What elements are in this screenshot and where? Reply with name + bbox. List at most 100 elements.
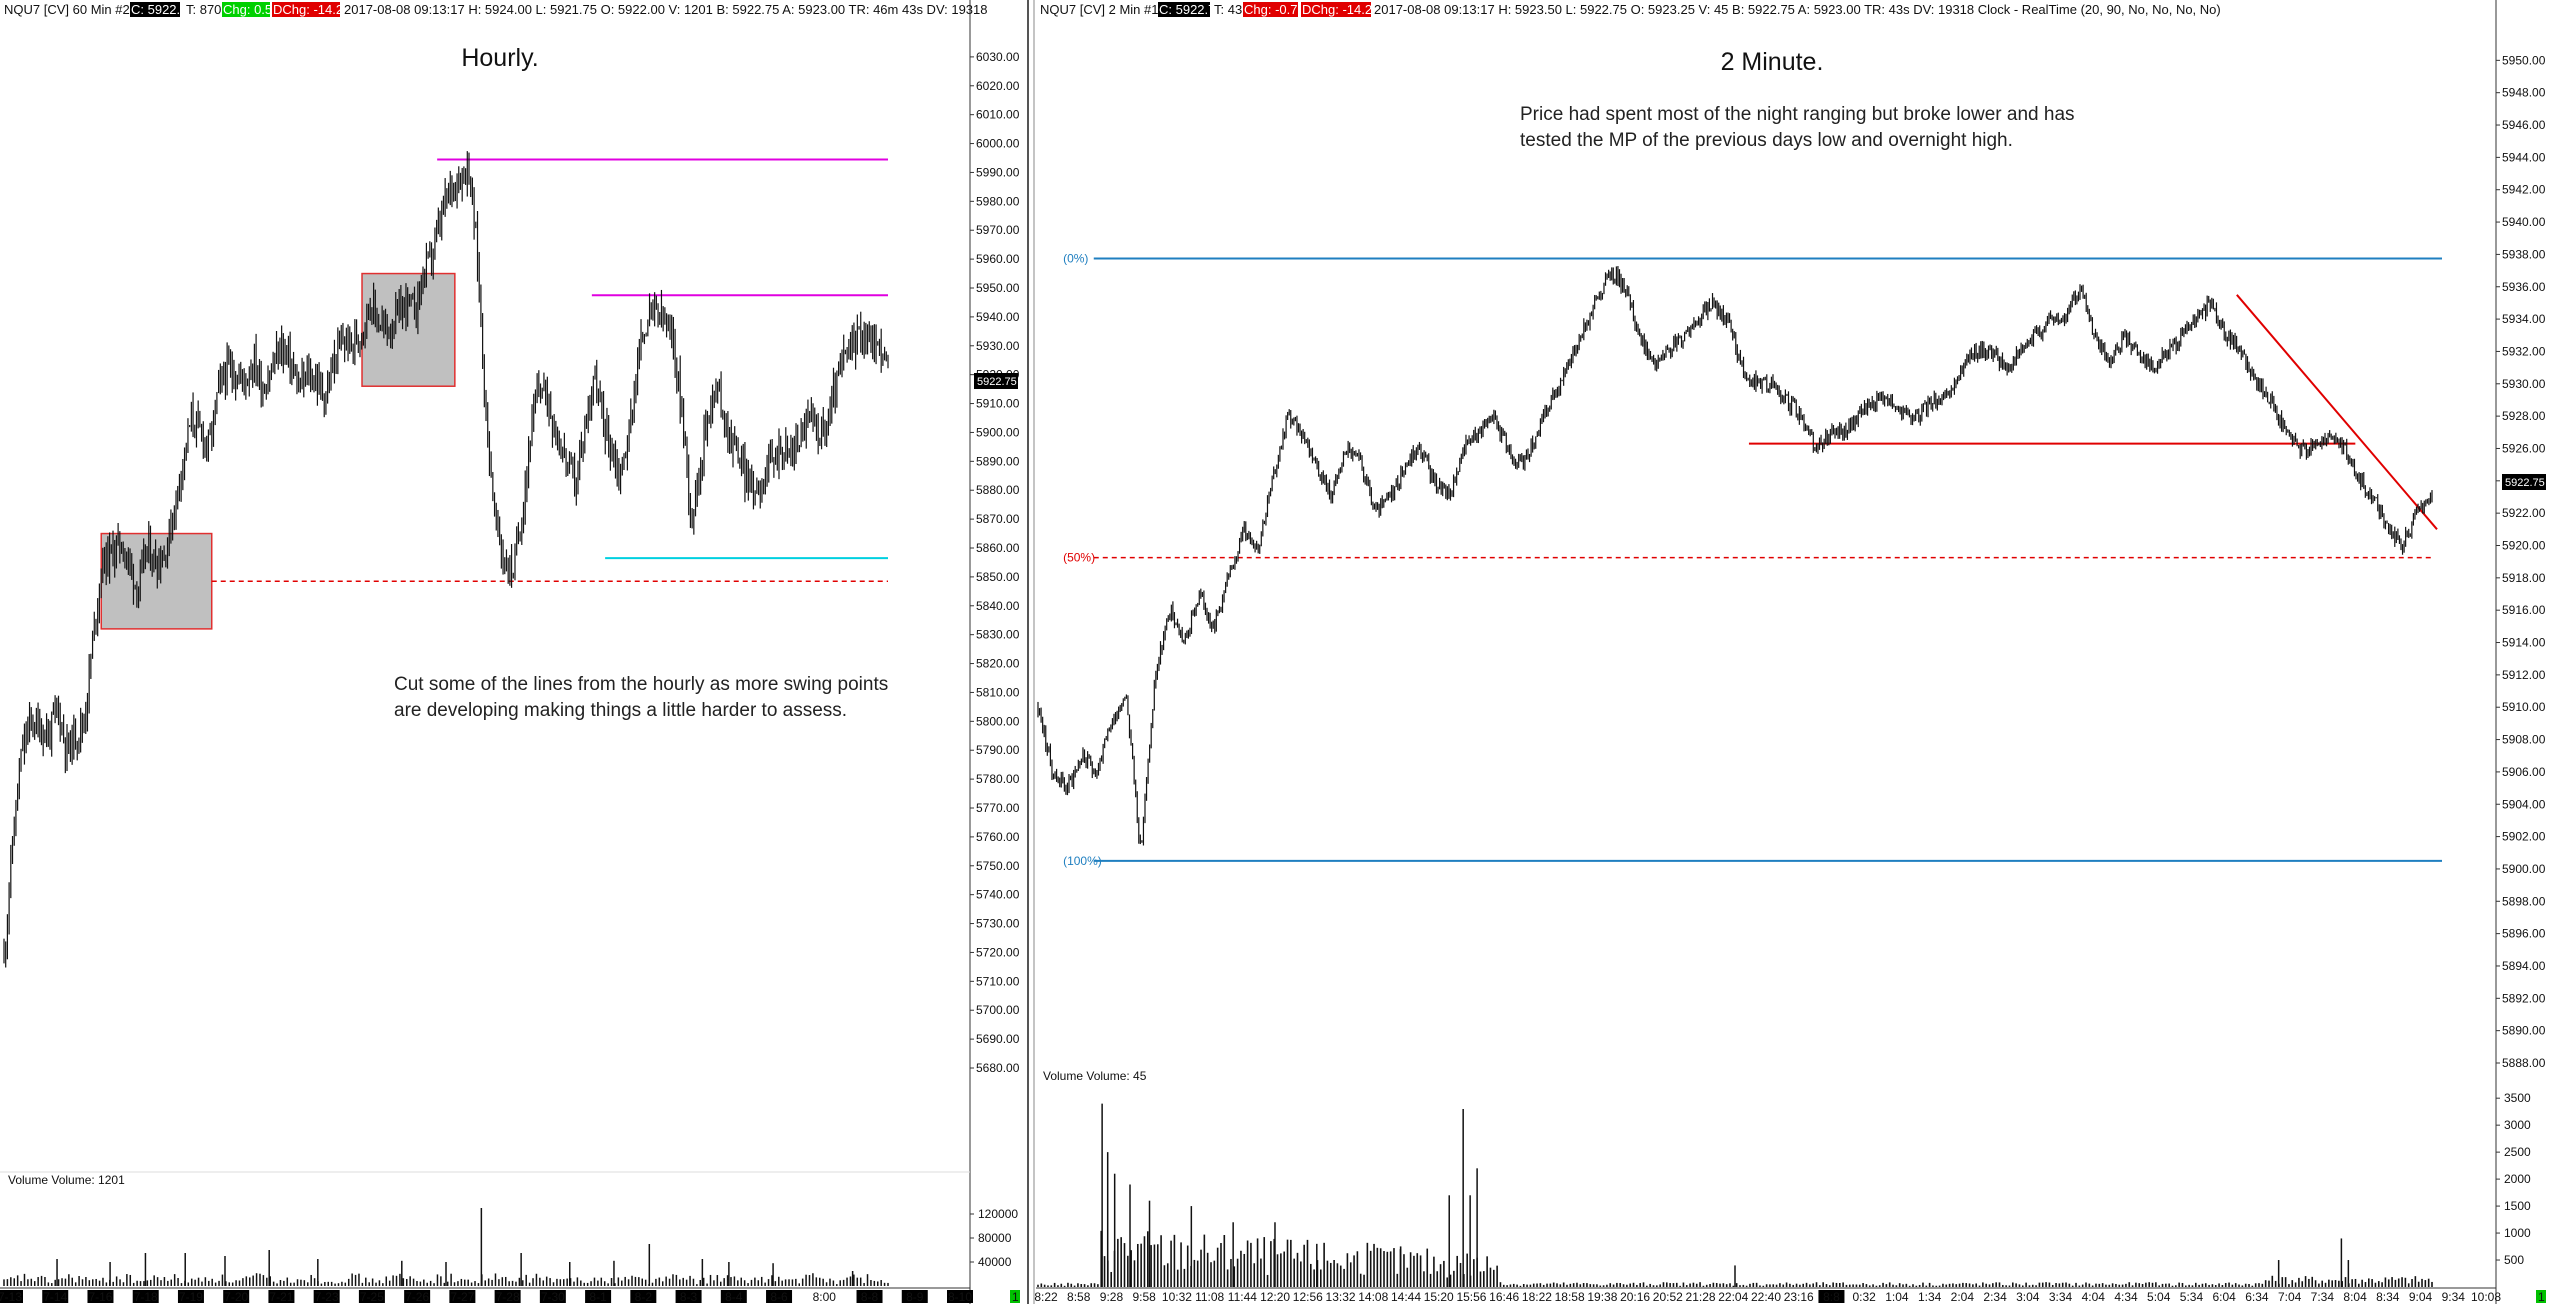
right-x-tick-label: 23:16	[1784, 1290, 1814, 1304]
left-x-tick-bg	[766, 1290, 793, 1303]
left-green-marker	[1010, 1290, 1020, 1303]
left-y-tick-label: 5860.00	[976, 541, 1020, 555]
right-x-tick-label: 8:04	[2343, 1290, 2367, 1304]
left-y-tick-label: 5680.00	[976, 1061, 1020, 1075]
right-x-tick-label: 2:04	[1951, 1290, 1975, 1304]
right-vol-tick-label: 3500	[2504, 1091, 2531, 1105]
right-chart-title: 2 Minute.	[1721, 48, 1824, 76]
left-y-tick-label: 5760.00	[976, 830, 1020, 844]
left-x-tick-label: 7-20	[224, 1290, 248, 1304]
left-x-tick-bg	[0, 1290, 23, 1303]
right-x-tick-label: 9:28	[1100, 1290, 1124, 1304]
left-last-price-box	[974, 373, 1018, 389]
right-x-tick-label: 19:38	[1587, 1290, 1617, 1304]
right-y-tick-label: 5902.00	[2502, 830, 2546, 844]
right-x-tick-label: 0:32	[1853, 1290, 1877, 1304]
right-x-tick-label: 5:34	[2180, 1290, 2204, 1304]
left-vol-tick-label: 120000	[978, 1207, 1018, 1221]
right-x-tick-label: 10:08	[2471, 1290, 2501, 1304]
right-x-tick-label: 20:16	[1620, 1290, 1650, 1304]
left-y-tick-label: 6000.00	[976, 137, 1020, 151]
right-x-tick-label: 1:04	[1885, 1290, 1909, 1304]
right-volume-axis: 3500 3000 2500 2000 1500 1000 500	[2496, 1091, 2531, 1267]
right-y-tick-label: 5938.00	[2502, 247, 2546, 261]
right-green-marker	[2536, 1290, 2546, 1303]
left-chart-panel[interactable]: NQU7 [CV] 60 Min #2 C: 5922.75 T: 870 Ch…	[0, 0, 1020, 1304]
right-note-line-2: tested the MP of the previous days low a…	[1520, 130, 2013, 151]
right-y-tick-label: 5908.00	[2502, 733, 2546, 747]
left-x-tick-bg	[358, 1290, 385, 1303]
left-header-details: 2017-08-08 09:13:17 H: 5924.00 L: 5921.7…	[344, 2, 988, 17]
right-header-dchg: DChg: -14.25	[1302, 2, 1379, 17]
left-y-tick-label: 5830.00	[976, 628, 1020, 642]
right-y-tick-label: 5888.00	[2502, 1056, 2546, 1070]
right-y-tick-label: 5942.00	[2502, 183, 2546, 197]
left-x-tick-label: 7-13	[0, 1290, 22, 1304]
right-y-tick-label: 5932.00	[2502, 344, 2546, 358]
left-x-tick-label: 7-19	[179, 1290, 203, 1304]
right-x-tick-label: 7:34	[2311, 1290, 2335, 1304]
right-x-tick-label: 4:04	[2082, 1290, 2106, 1304]
left-chart-title: Hourly.	[461, 44, 538, 72]
right-header-close-box	[1158, 2, 1210, 17]
right-y-tick-label: 5894.00	[2502, 959, 2546, 973]
right-x-tick-label: 8:58	[1067, 1290, 1091, 1304]
left-x-tick-bg	[223, 1290, 250, 1303]
right-y-tick-label: 5936.00	[2502, 280, 2546, 294]
right-x-tick-label: 7:04	[2278, 1290, 2302, 1304]
left-y-tick-label: 5780.00	[976, 772, 1020, 786]
left-note-line-2: are developing making things a little ha…	[394, 700, 847, 721]
right-x-tick-label: 18:22	[1522, 1290, 1552, 1304]
left-y-tick-label: 5710.00	[976, 974, 1020, 988]
left-y-tick-label: 5870.00	[976, 512, 1020, 526]
right-last-price: 5922.75	[2505, 477, 2545, 489]
left-level-lines	[211, 158, 888, 582]
right-vol-tick-label: 3000	[2504, 1118, 2531, 1132]
right-x-tick-label: 22:40	[1751, 1290, 1781, 1304]
right-vol-tick-label: 1500	[2504, 1199, 2531, 1213]
right-green-marker-label: 1	[2538, 1290, 2545, 1304]
left-volume-axis: 120000 80000 40000	[970, 1207, 1018, 1269]
right-y-tick-label: 5922.00	[2502, 506, 2546, 520]
right-x-tick-label: 8:22	[1034, 1290, 1058, 1304]
right-y-tick-label: 5914.00	[2502, 636, 2546, 650]
left-x-tick-bg	[494, 1290, 521, 1303]
left-x-tick-bg	[947, 1290, 973, 1303]
left-y-tick-label: 5970.00	[976, 223, 1020, 237]
left-y-tick-label: 6020.00	[976, 79, 1020, 93]
right-y-tick-label: 5918.00	[2502, 571, 2546, 585]
left-y-tick-label: 6010.00	[976, 108, 1020, 122]
left-header-dchg: DChg: -14.25	[273, 2, 350, 17]
left-y-tick-label: 5980.00	[976, 194, 1020, 208]
right-y-tick-label: 5892.00	[2502, 991, 2546, 1005]
left-x-tick-bg	[449, 1290, 476, 1303]
right-chart-panel[interactable]: NQU7 [CV] 2 Min #1 C: 5922.75 T: 43 Chg:…	[1034, 0, 2546, 1304]
right-x-tick-label: 15:56	[1456, 1290, 1486, 1304]
right-y-tick-label: 5950.00	[2502, 53, 2546, 67]
right-y-tick-label: 5928.00	[2502, 409, 2546, 423]
right-vol-tick-label: 2000	[2504, 1172, 2531, 1186]
left-y-tick-label: 5850.00	[976, 570, 1020, 584]
left-y-tick-label: 5700.00	[976, 1003, 1020, 1017]
left-x-tick-label: 8-4	[725, 1290, 743, 1304]
right-x-tick-label: 14:44	[1391, 1290, 1421, 1304]
left-y-tick-label: 5730.00	[976, 917, 1020, 931]
right-x-tick-label: 9:04	[2409, 1290, 2433, 1304]
right-x-tick-label: 9:58	[1133, 1290, 1157, 1304]
left-x-tick-label: 7-23	[315, 1290, 339, 1304]
left-x-tick-label: 8-1	[589, 1290, 607, 1304]
right-price-series	[1037, 266, 2433, 846]
left-x-tick-bg	[87, 1290, 114, 1303]
right-x-tick-label: 15:20	[1424, 1290, 1454, 1304]
left-x-tick-bg	[630, 1290, 657, 1303]
left-x-tick-bg	[585, 1290, 612, 1303]
left-x-tick-label: 8-3	[680, 1290, 698, 1304]
right-x-tick-label: 10:32	[1162, 1290, 1192, 1304]
left-x-tick-label: 8-9	[906, 1290, 924, 1304]
left-x-tick-bg	[268, 1290, 295, 1303]
left-price-axis: 6030.00 6020.00 6010.00 6000.00 5990.00 5980.…	[969, 0, 1020, 1304]
left-header-symbol: NQU7 [CV] 60 Min #2	[4, 2, 130, 17]
right-y-tick-label: 5948.00	[2502, 86, 2546, 100]
right-x-tick-label: 8:8	[1823, 1290, 1840, 1304]
left-x-tick-label: 7-21	[269, 1290, 293, 1304]
